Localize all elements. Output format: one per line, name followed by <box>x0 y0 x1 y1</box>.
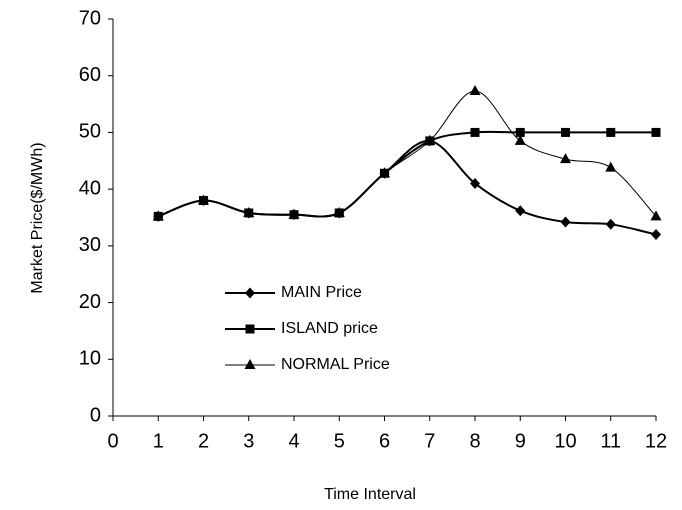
x-tick-label: 12 <box>645 430 667 452</box>
marker <box>333 206 345 217</box>
marker <box>288 208 300 219</box>
marker <box>650 210 662 221</box>
series-line <box>157 130 656 218</box>
marker <box>605 161 617 172</box>
legend-marker <box>245 287 255 299</box>
y-tick-label: 30 <box>79 234 101 256</box>
y-tick-label: 10 <box>79 348 101 370</box>
x-axis-label: Time Interval <box>324 486 416 503</box>
marker <box>152 210 164 221</box>
legend-marker <box>244 359 256 369</box>
x-tick-label: 7 <box>424 430 435 452</box>
x-tick-label: 4 <box>288 430 299 452</box>
x-tick-label: 1 <box>153 430 164 452</box>
y-tick-label: 40 <box>79 177 101 199</box>
marker <box>514 134 526 145</box>
legend-label: MAIN Price <box>281 284 362 301</box>
marker <box>605 218 616 230</box>
y-tick-label: 20 <box>79 291 101 313</box>
y-tick-label: 0 <box>90 404 101 426</box>
marker <box>651 229 661 241</box>
marker <box>560 153 571 164</box>
x-tick-label: 8 <box>469 430 480 452</box>
x-tick-label: 5 <box>334 430 345 452</box>
x-tick-label: 9 <box>515 430 526 452</box>
x-tick-label: 3 <box>243 430 254 452</box>
x-tick-label: 10 <box>554 430 576 452</box>
x-tick-label: 2 <box>198 430 209 452</box>
legend-marker <box>245 324 255 334</box>
marker <box>243 206 255 217</box>
legend-label: ISLAND price <box>281 320 378 337</box>
marker <box>198 194 209 205</box>
y-axis-label: Market Price($/MWh) <box>29 142 46 293</box>
marker <box>379 167 390 178</box>
y-tick-label: 60 <box>79 64 101 86</box>
marker <box>651 127 661 137</box>
marker <box>470 127 480 137</box>
marker <box>424 134 436 145</box>
legend-label: NORMAL Price <box>281 356 390 373</box>
marker <box>561 127 570 137</box>
x-tick-label: 11 <box>600 430 621 452</box>
marker <box>470 177 480 189</box>
marker <box>515 205 526 217</box>
y-tick-label: 50 <box>79 121 101 143</box>
marker <box>606 127 616 137</box>
x-tick-label: 6 <box>379 430 390 452</box>
series-line <box>158 90 657 218</box>
marker <box>515 127 525 137</box>
marker <box>469 85 481 96</box>
y-tick-label: 70 <box>79 7 101 29</box>
marker <box>560 216 571 228</box>
x-tick-label: 0 <box>107 430 118 452</box>
